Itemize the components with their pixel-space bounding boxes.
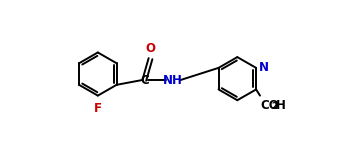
Text: CO: CO	[261, 100, 279, 112]
Text: F: F	[94, 102, 102, 115]
Text: N: N	[259, 61, 269, 74]
Text: H: H	[275, 100, 285, 112]
Text: O: O	[145, 42, 156, 55]
Text: 2: 2	[271, 102, 278, 111]
Text: C: C	[140, 74, 149, 87]
Text: NH: NH	[163, 74, 183, 87]
